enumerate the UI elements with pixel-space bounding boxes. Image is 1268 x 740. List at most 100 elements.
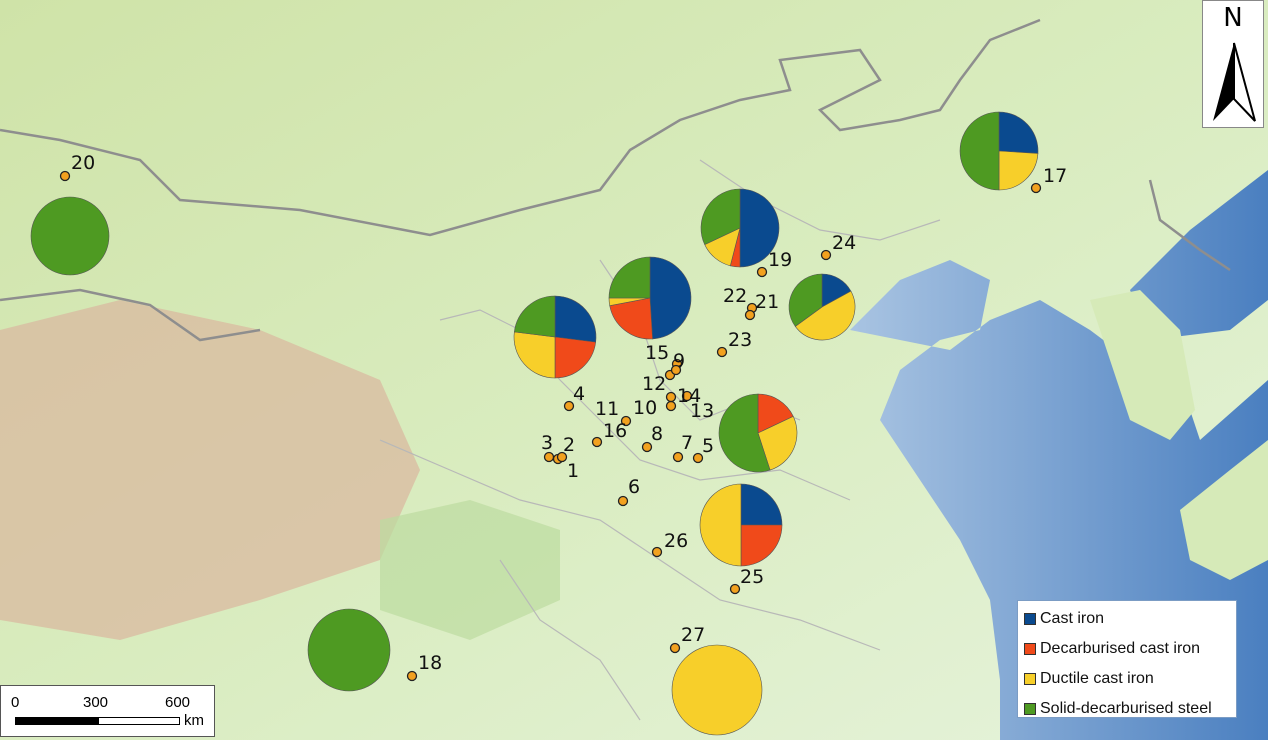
pie-slice-ductile-cast-iron	[998, 150, 1039, 191]
pie-slice-cast-iron	[998, 111, 1039, 154]
site-marker[interactable]	[692, 452, 704, 464]
pie-slice-decarburised-cast-iron	[554, 336, 597, 379]
legend-label: Decarburised cast iron	[1040, 640, 1201, 657]
site-label: 12	[642, 373, 666, 395]
site-25[interactable]: 25	[729, 566, 765, 595]
site-label: 16	[603, 420, 627, 442]
site-marker[interactable]	[672, 451, 684, 463]
site-15[interactable]: 15	[645, 342, 682, 376]
pie-chart	[718, 393, 798, 473]
site-label: 4	[573, 383, 585, 405]
site-label: 3	[541, 432, 553, 454]
site-marker[interactable]	[406, 670, 418, 682]
borders	[0, 18, 1231, 342]
pie-slice-ductile-cast-iron	[699, 483, 742, 567]
site-label: 21	[755, 291, 779, 313]
site-19[interactable]: 19	[756, 249, 793, 278]
site-marker[interactable]	[617, 495, 629, 507]
site-marker[interactable]	[556, 451, 568, 463]
legend-item-solid-decarburised-steel: Solid-decarburised steel	[1024, 694, 1236, 724]
site-13[interactable]: 13	[665, 391, 715, 423]
pie-chart	[513, 295, 597, 379]
sea	[850, 170, 1268, 740]
site-label: 10	[633, 397, 657, 419]
site-marker[interactable]	[641, 441, 653, 453]
pie-slice-solid-decarburised-steel	[718, 393, 771, 473]
north-arrow-icon	[1213, 42, 1256, 122]
pie-slice-ductile-cast-iron	[794, 290, 856, 341]
site-7[interactable]: 7	[672, 432, 694, 463]
site-marker[interactable]	[665, 391, 677, 403]
legend-label: Ductile cast iron	[1040, 670, 1154, 687]
site-marker[interactable]	[820, 249, 832, 261]
scale-bar-black	[15, 717, 99, 725]
pie-slice-ductile-cast-iron	[757, 415, 798, 471]
site-24[interactable]: 24	[820, 232, 857, 261]
korea-peninsula	[1090, 290, 1195, 440]
site-23[interactable]: 23	[716, 329, 753, 358]
site-marker[interactable]	[59, 170, 71, 182]
pie-slice-ductile-cast-iron	[671, 644, 763, 736]
pie-chart	[700, 188, 780, 268]
site-marker[interactable]	[665, 400, 677, 412]
site-label: 25	[740, 566, 764, 588]
site-marker[interactable]	[591, 436, 603, 448]
site-22[interactable]: 22	[723, 285, 756, 321]
site-20[interactable]: 20	[59, 152, 96, 182]
site-label: 19	[768, 249, 792, 271]
site-4[interactable]: 4	[563, 383, 586, 412]
legend-swatch	[1024, 643, 1036, 655]
pie-slice-ductile-cast-iron	[513, 331, 556, 379]
site-3[interactable]: 3	[541, 432, 555, 463]
scale-tick: 0	[11, 694, 20, 711]
site-2[interactable]: 2	[556, 434, 576, 463]
site-marker[interactable]	[1030, 182, 1042, 194]
legend-item-decarburised-cast-iron: Decarburised cast iron	[1024, 634, 1236, 664]
site-17[interactable]: 17	[1030, 165, 1068, 194]
site-marker[interactable]	[543, 451, 555, 463]
site-marker[interactable]	[669, 642, 681, 654]
pie-chart	[959, 111, 1039, 191]
site-marker[interactable]	[716, 346, 728, 358]
site-label: 11	[595, 398, 619, 420]
site-marker[interactable]	[651, 546, 663, 558]
site-18[interactable]: 18	[406, 652, 443, 682]
site-10[interactable]: 10	[633, 397, 677, 419]
site-label: 27	[681, 624, 705, 646]
site-16[interactable]: 16	[591, 420, 628, 448]
legend-item-cast-iron: Cast iron	[1024, 604, 1236, 634]
site-6[interactable]: 6	[617, 476, 641, 507]
legend-label: Cast iron	[1040, 610, 1105, 627]
north-arrow: N	[1202, 0, 1264, 128]
site-marker[interactable]	[670, 364, 682, 376]
north-label: N	[1223, 3, 1243, 33]
site-marker[interactable]	[681, 390, 693, 402]
site-marker[interactable]	[620, 415, 632, 427]
site-marker[interactable]	[744, 309, 756, 321]
site-27[interactable]: 27	[669, 624, 706, 654]
legend: Cast iron Decarburised cast iron Ductile…	[1017, 600, 1237, 718]
site-5[interactable]: 5	[692, 435, 715, 464]
pie-chart	[788, 273, 856, 341]
pie-slice-solid-decarburised-steel	[513, 295, 556, 338]
site-14[interactable]: 14	[677, 385, 701, 407]
japan	[1180, 440, 1268, 580]
site-11[interactable]: 11	[595, 398, 632, 427]
site-label: 18	[418, 652, 442, 674]
pie-chart	[307, 608, 391, 692]
site-26[interactable]: 26	[651, 530, 689, 558]
pie-slice-solid-decarburised-steel	[30, 196, 110, 276]
province-borders	[379, 159, 941, 721]
pie-slice-solid-decarburised-steel	[307, 608, 391, 692]
site-marker[interactable]	[729, 583, 741, 595]
scale-tick: 300	[83, 694, 109, 711]
pie-slice-solid-decarburised-steel	[608, 256, 651, 299]
pie-slice-cast-iron	[739, 188, 780, 268]
site-marker[interactable]	[563, 400, 575, 412]
site-marker[interactable]	[756, 266, 768, 278]
site-8[interactable]: 8	[641, 423, 664, 453]
pie-slice-decarburised-cast-iron	[609, 297, 653, 340]
scale-tick: 600	[165, 694, 191, 711]
pie-slice-cast-iron	[740, 483, 783, 526]
